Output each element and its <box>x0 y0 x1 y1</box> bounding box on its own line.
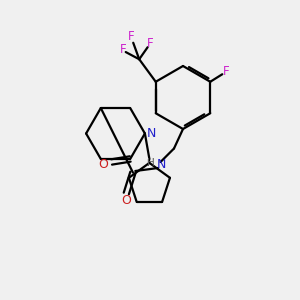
Text: O: O <box>98 158 108 171</box>
Text: N: N <box>147 127 156 140</box>
Text: F: F <box>128 30 134 43</box>
Text: N: N <box>156 158 166 172</box>
Text: F: F <box>119 43 126 56</box>
Text: F: F <box>147 37 154 50</box>
Text: F: F <box>223 65 229 78</box>
Text: O: O <box>122 194 131 207</box>
Text: H: H <box>147 158 155 169</box>
